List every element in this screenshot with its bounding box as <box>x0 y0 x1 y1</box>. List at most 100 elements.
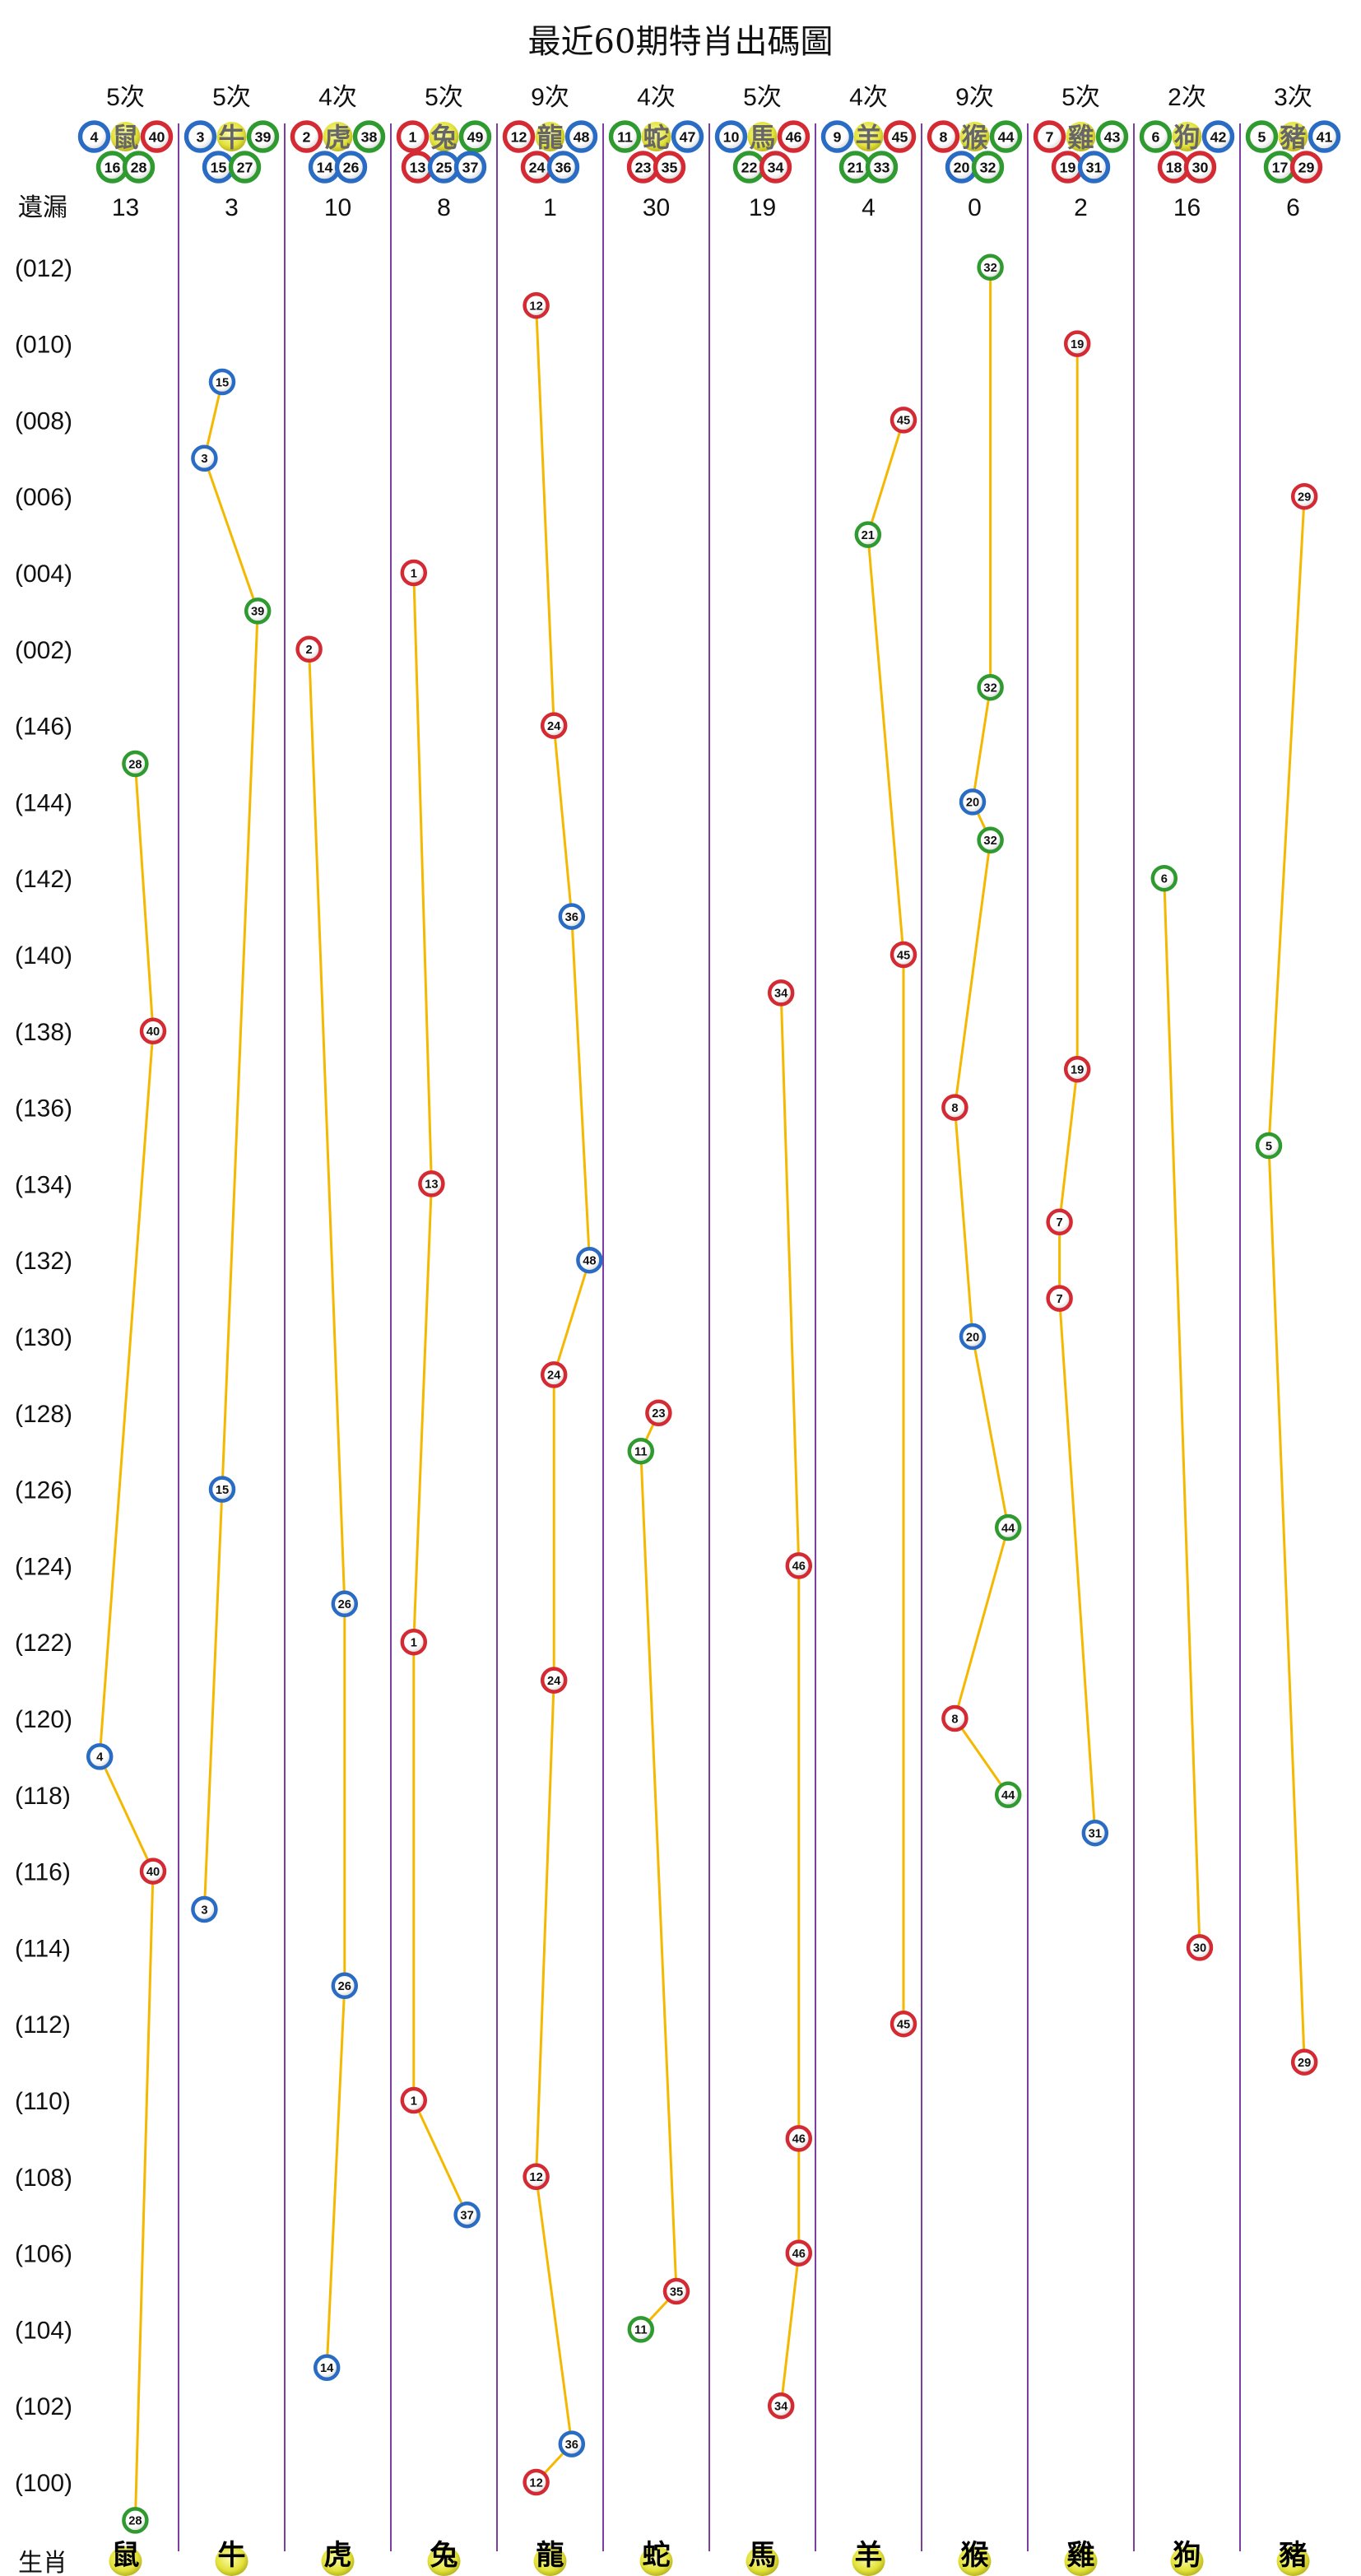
data-point: 12 <box>523 291 550 319</box>
series-line <box>866 419 905 2025</box>
ball-number: 26 <box>338 1980 351 1993</box>
header-ball: 15 <box>202 151 235 184</box>
data-point: 8 <box>941 1704 968 1732</box>
zodiac-name: 鼠 <box>112 2540 140 2571</box>
header-ball: 20 <box>945 151 978 184</box>
ball-ring <box>331 1590 359 1618</box>
ball-number: 11 <box>617 128 633 145</box>
ball-ring <box>1245 120 1279 153</box>
period-label: (010) <box>15 332 72 359</box>
header-ball: 7 <box>1033 120 1066 153</box>
data-point: 44 <box>994 1781 1022 1809</box>
ball-number: 42 <box>1210 128 1227 145</box>
period-label: (134) <box>15 1171 72 1198</box>
zodiac-ball <box>641 122 671 151</box>
ball-ring <box>890 407 917 434</box>
ball-number: 10 <box>723 128 740 145</box>
data-point: 34 <box>767 979 795 1007</box>
ball-ring <box>576 1246 603 1274</box>
ball-ring <box>1063 330 1091 357</box>
header-ball: 39 <box>246 120 280 153</box>
miss-label: 遺漏 <box>18 194 67 221</box>
data-point: 12 <box>523 2163 550 2191</box>
miss-value: 3 <box>225 194 239 221</box>
ball-ring <box>1201 120 1235 153</box>
ball-number: 46 <box>786 128 802 145</box>
ball-number: 35 <box>662 159 678 175</box>
zodiac-ball <box>1064 2546 1098 2576</box>
ball-number: 24 <box>529 159 546 175</box>
ball-ring <box>546 151 580 184</box>
ball-ring <box>86 1743 114 1770</box>
ball-ring <box>977 826 1004 854</box>
data-point: 40 <box>139 1017 167 1045</box>
header-zodiac: 兔 <box>430 123 457 152</box>
ball-number: 41 <box>1317 128 1333 145</box>
ball-number: 34 <box>774 2401 788 2414</box>
ball-ring <box>208 368 236 396</box>
ball-number: 1 <box>409 128 417 145</box>
ball-number: 46 <box>792 2133 806 2146</box>
ball-number: 19 <box>1071 1064 1084 1077</box>
header-ball: 13 <box>401 151 434 184</box>
data-point: 45 <box>890 941 917 969</box>
ball-number: 1 <box>411 2095 417 2108</box>
period-label: (136) <box>15 1095 72 1123</box>
ball-number: 32 <box>980 159 996 175</box>
ball-number: 38 <box>361 128 378 145</box>
zodiac-name: 龍 <box>537 2540 564 2571</box>
ball-number: 17 <box>1272 159 1289 175</box>
zodiac-ball <box>639 2546 673 2576</box>
ball-ring <box>890 2010 917 2038</box>
header-ball: 29 <box>1289 151 1323 184</box>
header-ball: 14 <box>308 151 341 184</box>
header-ball: 31 <box>1077 151 1111 184</box>
header-ball: 48 <box>564 120 598 153</box>
header-ball: 47 <box>671 120 704 153</box>
header-zodiac: 雞 <box>1066 123 1094 152</box>
data-point: 11 <box>627 2316 655 2343</box>
ball-ring <box>140 120 174 153</box>
ball-ring <box>1289 151 1323 184</box>
ball-number: 44 <box>1001 1789 1015 1802</box>
ball-number: 5 <box>1266 1140 1272 1153</box>
ball-ring <box>777 120 811 153</box>
header-zodiac: 蛇 <box>643 123 669 152</box>
header-ball: 30 <box>1183 151 1217 184</box>
ball-number: 28 <box>131 159 147 175</box>
ball-ring <box>540 1361 568 1388</box>
ball-ring <box>1308 120 1341 153</box>
header-ball: 3 <box>183 120 217 153</box>
ball-ring <box>759 151 792 184</box>
data-point: 7 <box>1046 1285 1073 1312</box>
header-zodiac: 鼠 <box>112 123 138 152</box>
ball-ring <box>941 1704 968 1732</box>
ball-ring <box>400 1628 428 1656</box>
period-label: (128) <box>15 1401 72 1428</box>
data-point: 40 <box>139 1858 167 1885</box>
ball-number: 34 <box>768 159 784 175</box>
ball-ring <box>854 521 882 548</box>
ball-number: 1 <box>411 567 417 580</box>
ball-number: 3 <box>201 453 207 466</box>
zodiac-ball <box>747 122 778 151</box>
header-ball: 41 <box>1308 120 1341 153</box>
data-point: 12 <box>523 2468 550 2496</box>
ball-number: 39 <box>255 128 272 145</box>
ball-number: 12 <box>529 2476 542 2490</box>
ball-ring <box>927 120 960 153</box>
ball-number: 26 <box>343 159 360 175</box>
ball-ring <box>1095 120 1129 153</box>
miss-value: 0 <box>968 194 982 221</box>
ball-number: 13 <box>410 159 426 175</box>
zodiac-name: 兔 <box>430 2540 458 2571</box>
data-point: 20 <box>959 1323 987 1351</box>
ball-number: 9 <box>834 128 842 145</box>
period-label: (102) <box>15 2393 72 2420</box>
zodiac-ball <box>533 2546 567 2576</box>
zodiac-ball <box>1172 122 1202 151</box>
header-ball: 19 <box>1051 151 1085 184</box>
zodiac-ball <box>958 2546 992 2576</box>
zodiac-ball <box>1170 2546 1204 2576</box>
data-point: 6 <box>1150 864 1178 892</box>
